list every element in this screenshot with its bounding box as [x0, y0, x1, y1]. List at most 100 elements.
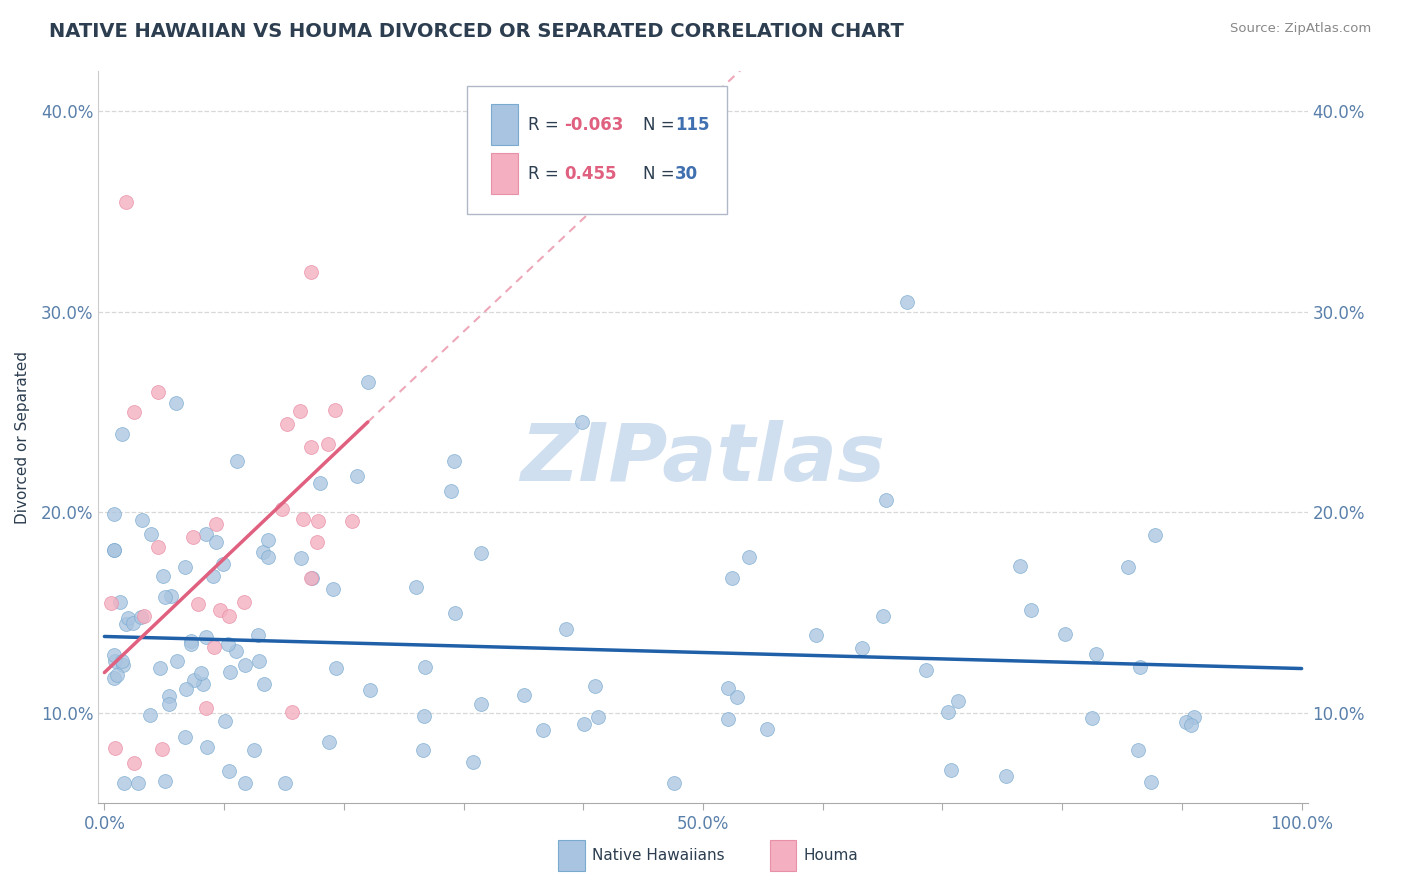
Point [149, 661, 172, 675]
Point [157, 689, 180, 703]
Point [108, 595, 131, 609]
Point [201, 568, 224, 582]
Point [104, 741, 127, 756]
Point [127, 776, 149, 790]
Point [232, 595, 254, 609]
Point [233, 776, 256, 790]
Point [115, 617, 138, 632]
Point [322, 582, 344, 596]
Point [1129, 660, 1152, 674]
Point [1116, 560, 1139, 574]
Point [146, 540, 169, 554]
Point [247, 654, 270, 668]
Point [738, 549, 761, 564]
Text: N =: N = [643, 165, 679, 183]
Point [105, 667, 128, 681]
FancyBboxPatch shape [492, 153, 517, 194]
Point [936, 706, 959, 720]
Point [205, 534, 228, 549]
Point [180, 636, 202, 650]
Text: ZIPatlas: ZIPatlas [520, 420, 886, 498]
Point [122, 615, 145, 630]
Point [194, 630, 217, 644]
Point [939, 764, 962, 778]
Point [115, 194, 138, 209]
Point [233, 658, 256, 673]
Point [166, 654, 188, 668]
Y-axis label: Divorced or Separated: Divorced or Separated [15, 351, 30, 524]
Point [139, 526, 162, 541]
Point [1180, 718, 1202, 732]
Point [1175, 714, 1198, 729]
Point [276, 417, 298, 431]
Point [256, 533, 278, 548]
Text: N =: N = [643, 116, 679, 134]
Point [122, 756, 145, 770]
Point [288, 404, 311, 418]
Point [157, 698, 180, 712]
Point [111, 654, 134, 668]
Point [139, 707, 162, 722]
Text: -0.063: -0.063 [564, 116, 623, 134]
Point [131, 513, 153, 527]
Point [1126, 743, 1149, 757]
Point [153, 774, 176, 789]
Point [217, 637, 239, 651]
Point [103, 543, 125, 558]
Point [100, 596, 122, 610]
Point [191, 677, 214, 691]
Text: R =: R = [527, 165, 569, 183]
FancyBboxPatch shape [558, 840, 585, 871]
Point [252, 545, 274, 559]
Point [443, 454, 465, 468]
Point [323, 403, 346, 417]
Point [183, 673, 205, 687]
Point [180, 633, 202, 648]
Point [173, 559, 195, 574]
Point [586, 710, 609, 724]
Point [299, 265, 322, 279]
Point [150, 741, 173, 756]
Point [1080, 711, 1102, 725]
Point [583, 679, 606, 693]
Point [896, 294, 918, 309]
Point [274, 776, 297, 790]
Point [513, 688, 536, 702]
Point [872, 609, 894, 624]
Point [202, 640, 225, 655]
FancyBboxPatch shape [467, 86, 727, 214]
Point [111, 426, 134, 441]
Point [875, 492, 897, 507]
Point [946, 693, 969, 707]
Point [146, 384, 169, 399]
Point [413, 709, 436, 723]
Point [359, 682, 381, 697]
Text: Source: ZipAtlas.com: Source: ZipAtlas.com [1230, 22, 1371, 36]
Point [1140, 775, 1163, 789]
Point [357, 375, 380, 389]
Point [124, 405, 146, 419]
Point [165, 396, 187, 410]
Text: 0.455: 0.455 [564, 165, 616, 183]
Point [804, 627, 827, 641]
Point [440, 483, 463, 498]
Point [134, 609, 156, 624]
Point [571, 415, 593, 429]
Text: R =: R = [527, 116, 564, 134]
Text: 30: 30 [675, 165, 699, 183]
Point [720, 571, 742, 585]
Point [117, 611, 139, 625]
Point [346, 469, 368, 483]
Point [1144, 528, 1167, 542]
Point [531, 723, 554, 738]
Point [463, 756, 485, 770]
Point [316, 436, 339, 450]
Point [995, 769, 1018, 783]
Point [104, 654, 127, 668]
Point [195, 700, 218, 714]
Point [307, 514, 329, 528]
Text: NATIVE HAWAIIAN VS HOUMA DIVORCED OR SEPARATED CORRELATION CHART: NATIVE HAWAIIAN VS HOUMA DIVORCED OR SEP… [49, 22, 904, 41]
Point [725, 690, 748, 704]
Point [555, 622, 578, 636]
Point [914, 664, 936, 678]
